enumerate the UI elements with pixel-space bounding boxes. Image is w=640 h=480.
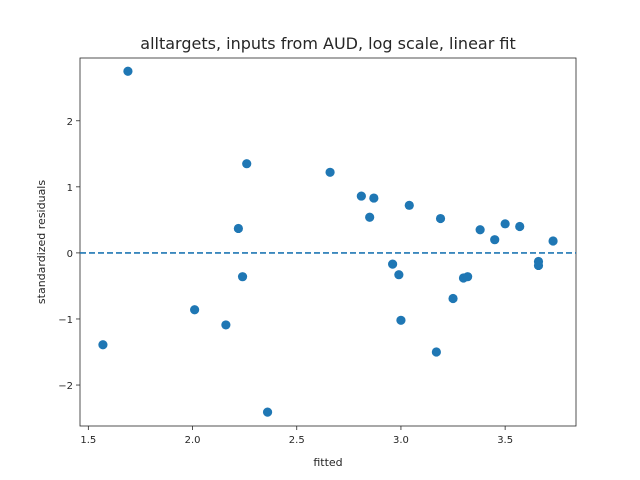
data-point [515, 221, 525, 232]
y-axis: −2 −1 0 1 2 [58, 117, 80, 392]
data-point [404, 200, 414, 210]
x-axis-label: fitted [313, 456, 342, 469]
data-points [98, 66, 558, 417]
plot-area [79, 57, 577, 427]
x-tick-label: 1.5 [80, 435, 96, 446]
y-tick-label: 0 [67, 249, 73, 260]
data-point [396, 315, 406, 325]
data-point [356, 191, 366, 201]
data-point [548, 236, 558, 246]
data-point [123, 66, 133, 76]
y-tick-label: −1 [58, 315, 73, 326]
y-tick-label: 1 [67, 183, 73, 194]
x-axis: 1.5 2.0 2.5 3.0 3.5 [80, 426, 513, 446]
data-point [394, 270, 404, 280]
data-point [448, 293, 458, 304]
data-point [475, 225, 485, 235]
data-point [242, 159, 252, 169]
chart-title: alltargets, inputs from AUD, log scale, … [140, 34, 515, 53]
data-point [463, 272, 473, 282]
data-point [490, 235, 500, 245]
x-tick-label: 2.5 [289, 435, 305, 446]
data-point [237, 272, 248, 282]
x-tick-label: 3.0 [393, 435, 409, 446]
y-tick-label: 2 [67, 117, 73, 128]
data-point [369, 193, 379, 203]
data-point [325, 167, 335, 177]
x-tick-label: 3.5 [497, 435, 513, 446]
data-point [500, 219, 510, 229]
y-axis-label: standardized residuals [35, 180, 48, 304]
data-point [431, 347, 441, 357]
data-point [388, 259, 398, 269]
x-tick-label: 2.0 [185, 435, 201, 446]
data-point [233, 223, 243, 234]
data-point [262, 407, 273, 417]
data-point [365, 212, 375, 222]
data-point [435, 213, 446, 224]
data-point [190, 305, 200, 315]
y-tick-label: −2 [58, 381, 73, 392]
data-point [221, 320, 231, 330]
data-point [98, 340, 108, 350]
data-point [533, 260, 544, 271]
